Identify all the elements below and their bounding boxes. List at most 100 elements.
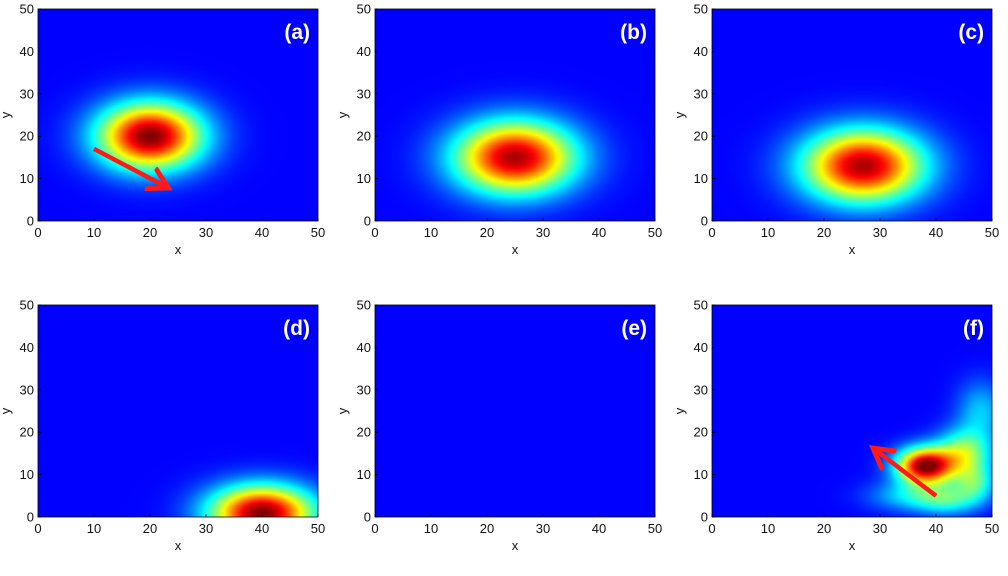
y-tick-label: 20 bbox=[357, 425, 371, 440]
arrow-annotation bbox=[874, 449, 938, 498]
x-tick-label: 40 bbox=[255, 521, 269, 536]
y-tick-label: 50 bbox=[20, 2, 34, 17]
panel-label: (d) bbox=[283, 317, 310, 340]
x-tick-label: 50 bbox=[311, 225, 325, 240]
y-axis-label: y bbox=[672, 111, 687, 118]
x-tick-label: 0 bbox=[371, 521, 378, 536]
y-tick-label: 50 bbox=[694, 298, 708, 313]
x-tick-label: 40 bbox=[255, 225, 269, 240]
panel-label: (e) bbox=[621, 317, 647, 340]
y-tick-label: 20 bbox=[20, 129, 34, 144]
x-tick-label: 40 bbox=[592, 521, 606, 536]
y-tick-label: 10 bbox=[20, 171, 34, 186]
x-tick-label: 50 bbox=[648, 521, 662, 536]
x-tick-label: 20 bbox=[480, 225, 494, 240]
x-axis-label: x bbox=[175, 242, 182, 257]
x-axis-label: x bbox=[849, 242, 856, 257]
heatmap-image bbox=[375, 305, 655, 517]
y-tick-label: 10 bbox=[20, 467, 34, 482]
axes-frame bbox=[37, 8, 319, 222]
x-tick-label: 10 bbox=[424, 225, 438, 240]
heatmap-image bbox=[38, 305, 318, 517]
y-tick-label: 20 bbox=[20, 425, 34, 440]
y-tick-label: 50 bbox=[357, 298, 371, 313]
y-tick-label: 10 bbox=[357, 171, 371, 186]
x-tick-label: 20 bbox=[817, 225, 831, 240]
x-tick-label: 30 bbox=[873, 521, 887, 536]
y-tick-label: 20 bbox=[694, 425, 708, 440]
y-tick-label: 30 bbox=[694, 382, 708, 397]
x-tick-label: 0 bbox=[34, 521, 41, 536]
x-tick-label: 20 bbox=[817, 521, 831, 536]
y-tick-label: 40 bbox=[694, 340, 708, 355]
x-tick-label: 50 bbox=[648, 225, 662, 240]
axes-frame bbox=[711, 8, 993, 222]
x-tick-label: 40 bbox=[592, 225, 606, 240]
axes-frame bbox=[374, 8, 656, 222]
y-tick-label: 20 bbox=[357, 129, 371, 144]
y-tick-label: 40 bbox=[357, 340, 371, 355]
x-tick-label: 0 bbox=[708, 521, 715, 536]
y-tick-label: 10 bbox=[694, 467, 708, 482]
y-tick-label: 40 bbox=[357, 44, 371, 59]
y-tick-label: 10 bbox=[357, 467, 371, 482]
y-tick-label: 0 bbox=[701, 510, 708, 525]
x-tick-label: 30 bbox=[536, 225, 550, 240]
panel-a: 0 10 20 30 40 50 0 10 20 30 40 50 x y (a) bbox=[0, 2, 325, 258]
x-axis-label: x bbox=[512, 242, 519, 257]
panel-c: 0 10 20 30 40 50 0 10 20 30 40 50 x y (c) bbox=[672, 2, 999, 258]
y-tick-label: 0 bbox=[701, 214, 708, 229]
x-tick-label: 30 bbox=[536, 521, 550, 536]
panel-label: (a) bbox=[284, 21, 310, 44]
y-tick-label: 10 bbox=[694, 171, 708, 186]
heatmap-image bbox=[712, 9, 992, 221]
x-tick-label: 10 bbox=[761, 225, 775, 240]
heatmap-image bbox=[712, 305, 992, 517]
x-tick-label: 40 bbox=[929, 521, 943, 536]
x-tick-label: 30 bbox=[199, 521, 213, 536]
panel-b: 0 10 20 30 40 50 0 10 20 30 40 50 x y (b) bbox=[335, 2, 662, 258]
y-tick-label: 30 bbox=[20, 382, 34, 397]
x-tick-label: 30 bbox=[199, 225, 213, 240]
x-tick-label: 50 bbox=[985, 225, 999, 240]
y-tick-label: 40 bbox=[694, 44, 708, 59]
y-tick-label: 30 bbox=[357, 382, 371, 397]
y-tick-label: 0 bbox=[364, 510, 371, 525]
panel-f: 0 10 20 30 40 50 0 10 20 30 40 50 x y (f) bbox=[672, 298, 999, 554]
x-tick-label: 40 bbox=[929, 225, 943, 240]
axes-frame bbox=[374, 304, 656, 518]
x-axis-label: x bbox=[512, 538, 519, 553]
y-tick-label: 30 bbox=[20, 86, 34, 101]
arrow-annotation bbox=[92, 146, 167, 187]
heatmap-image bbox=[375, 9, 655, 221]
y-axis-label: y bbox=[0, 407, 13, 414]
axes-frame bbox=[711, 304, 993, 518]
y-axis-label: y bbox=[335, 407, 350, 414]
y-tick-label: 40 bbox=[20, 340, 34, 355]
x-tick-label: 10 bbox=[424, 521, 438, 536]
panel-e: 0 10 20 30 40 50 0 10 20 30 40 50 x y (e) bbox=[335, 298, 662, 554]
y-tick-label: 50 bbox=[20, 298, 34, 313]
x-tick-label: 30 bbox=[873, 225, 887, 240]
y-tick-label: 0 bbox=[27, 214, 34, 229]
x-tick-label: 10 bbox=[761, 521, 775, 536]
x-tick-label: 10 bbox=[87, 225, 101, 240]
y-tick-label: 30 bbox=[694, 86, 708, 101]
y-tick-label: 50 bbox=[694, 2, 708, 17]
x-tick-label: 50 bbox=[311, 521, 325, 536]
x-axis-label: x bbox=[175, 538, 182, 553]
x-tick-label: 0 bbox=[34, 225, 41, 240]
heatmap-image bbox=[38, 9, 318, 221]
x-tick-label: 0 bbox=[708, 225, 715, 240]
panel-label: (f) bbox=[963, 317, 984, 340]
y-tick-label: 0 bbox=[27, 510, 34, 525]
y-axis-label: y bbox=[672, 407, 687, 414]
x-tick-label: 50 bbox=[985, 521, 999, 536]
y-tick-label: 30 bbox=[357, 86, 371, 101]
x-tick-label: 20 bbox=[143, 521, 157, 536]
panel-d: 0 10 20 30 40 50 0 10 20 30 40 50 x y (d) bbox=[0, 298, 325, 554]
axes-frame bbox=[37, 304, 319, 518]
y-tick-label: 20 bbox=[694, 129, 708, 144]
